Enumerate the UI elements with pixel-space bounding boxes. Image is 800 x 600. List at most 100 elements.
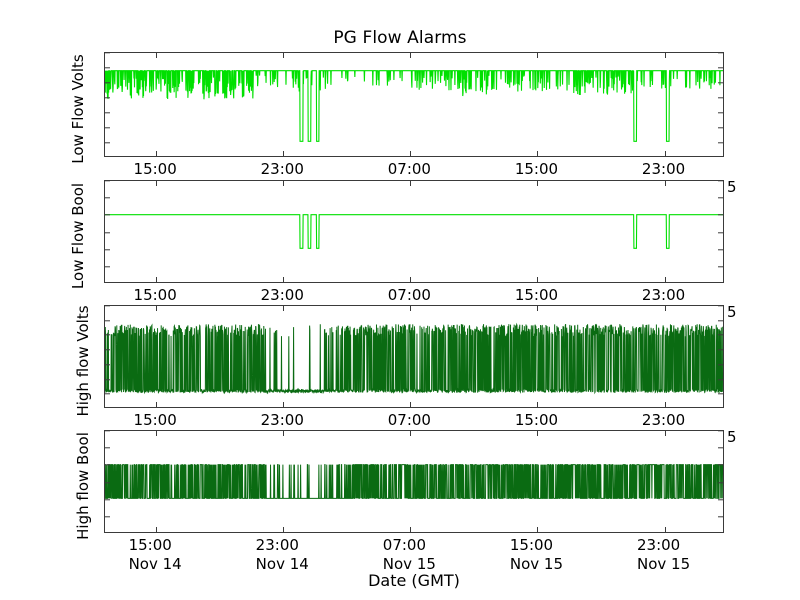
panel-3-trace: [105, 306, 723, 407]
panel-1-xtick-mark: [283, 151, 285, 156]
panel-1-xtick-mark: [664, 151, 666, 156]
panel-2-ytick-mark: [718, 197, 723, 199]
panel-2-right-edge-label: 5: [727, 178, 737, 196]
panel-4-xtick-mark: [156, 527, 158, 532]
panel-2-xtick-mark: [410, 277, 412, 282]
xtick-label: 15:00 Nov 15: [509, 536, 564, 573]
panel-2-xtick-mark: [410, 181, 412, 186]
panel-4-xtick-mark: [283, 527, 285, 532]
panel-3-xtick-mark: [410, 306, 412, 311]
xtick-date: Nov 14: [128, 555, 182, 573]
panel-3-series-line: [105, 324, 723, 392]
panel-4-xtick-mark: [664, 527, 666, 532]
xtick-label: 07:00: [387, 286, 431, 304]
panel-4-ytick-mark: [718, 447, 723, 449]
panel-1-ytick-mark: [718, 53, 723, 54]
panel-4-ytick-mark: [718, 481, 723, 483]
panel-1-xtick-mark: [537, 151, 539, 156]
panel-1-xtick-mark: [283, 53, 285, 58]
panel-3-xtick-mark: [156, 306, 158, 311]
xtick-label: 23:00 Nov 15: [636, 536, 691, 573]
xtick-label: 07:00: [387, 160, 431, 178]
panel-2-xtick-mark: [664, 181, 666, 186]
xtick-label: 23:00: [260, 411, 304, 429]
panel-1-ytick-mark: [105, 67, 110, 69]
panel-2-ytick-mark: [718, 231, 723, 233]
panel-3-high-flow-volts: -10123456: [104, 305, 724, 408]
panel-2-ytick-mark: [105, 266, 110, 268]
panel-2-xtick-mark: [537, 181, 539, 186]
panel-1-xtick-mark: [537, 53, 539, 58]
panel-1-xtick-labels: 15:00 23:00 07:00 15:00 23:00: [104, 160, 724, 180]
panel-1-ytick-mark: [718, 112, 723, 114]
panel-2-xtick-mark: [156, 181, 158, 186]
panel-3-xtick-mark: [664, 306, 666, 311]
panel-4-ytick-mark: [105, 464, 110, 466]
xtick-label: 15:00: [514, 286, 559, 304]
panel-4-ytick-mark: [105, 516, 110, 518]
panel-1-ytick-mark: [718, 82, 723, 84]
panel-4-ytick-mark: [105, 481, 110, 483]
panel-2-xtick-mark: [156, 277, 158, 282]
panel-1-ytick-mark: [105, 112, 110, 114]
panel-4-high-flow-bool: -1.0-0.50.00.51.01.52.0: [104, 430, 724, 533]
panel-2-xtick-mark: [664, 277, 666, 282]
xtick-label: 23:00: [260, 160, 304, 178]
panel-1-ytick-mark: [718, 97, 723, 99]
panel-3-ytick-mark: [718, 378, 723, 380]
panel-3-ytick-mark: [105, 393, 110, 395]
panel-1-xtick-mark: [410, 53, 412, 58]
chart-title: PG Flow Alarms: [333, 28, 467, 48]
panel-3-xtick-labels: 15:00 23:00 07:00 15:00 23:00: [104, 411, 724, 431]
panel-3-ytick-mark: [718, 349, 723, 351]
panel-4-xtick-mark: [283, 431, 285, 436]
panel-3-xtick-mark: [537, 306, 539, 311]
panel-3-ytick-mark: [718, 393, 723, 395]
xtick-label: 15:00: [133, 411, 177, 429]
panel-2-ytick-mark: [105, 231, 110, 233]
panel-3-xtick-mark: [283, 402, 285, 407]
x-axis-title: Date (GMT): [368, 571, 460, 590]
panel-1-xtick-mark: [664, 53, 666, 58]
panel-4-ytick-mark: [718, 498, 723, 500]
panel-1-xtick-mark: [156, 53, 158, 58]
panel-3-ytick-mark: [105, 378, 110, 380]
panel-3-ytick-mark: [105, 320, 110, 322]
panel-2-ytick-mark: [718, 181, 723, 182]
panel-3-ytick-mark: [718, 364, 723, 366]
panel-1-ytick-mark: [718, 127, 723, 129]
xtick-label: 15:00 Nov 14: [128, 536, 182, 573]
xtick-date: Nov 15: [509, 555, 564, 573]
panel-3-ytick-mark: [718, 306, 723, 307]
panel-4-xtick-labels: 15:00 Nov 14 23:00 Nov 14 07:00 Nov 15 15:00 No…: [104, 536, 724, 573]
panel-1-ytick-mark: [105, 53, 110, 54]
panel-1-trace: [105, 53, 723, 156]
panel-4-xtick-mark: [664, 431, 666, 436]
xtick-date: Nov 15: [636, 555, 691, 573]
xtick-label: 15:00: [514, 160, 559, 178]
panel-4-xtick-mark: [410, 431, 412, 436]
panel-2-low-flow-bool: -1.0-0.50.00.51.01.52.0: [104, 180, 724, 283]
panel-4-ylabel: High flow Bool: [74, 432, 92, 540]
panel-4-xtick-mark: [156, 431, 158, 436]
panel-4-ytick-mark: [718, 464, 723, 466]
xtick-date: Nov 14: [255, 555, 309, 573]
panel-2-ytick-mark: [105, 248, 110, 250]
panel-1-ytick-mark: [105, 97, 110, 99]
xtick-label: 07:00: [387, 411, 431, 429]
panel-1-low-flow-volts: -10123456: [104, 52, 724, 157]
panel-4-ytick-mark: [105, 431, 110, 432]
xtick-date: Nov 15: [382, 555, 436, 573]
panel-1-ytick-mark: [718, 142, 723, 144]
panel-4-ytick-mark: [105, 498, 110, 500]
xtick-label: 15:00: [133, 286, 177, 304]
panel-2-ytick-mark: [105, 214, 110, 216]
panel-2-xtick-mark: [283, 181, 285, 186]
panel-3-xtick-mark: [537, 402, 539, 407]
panel-3-ytick-mark: [105, 334, 110, 336]
panel-4-series-line: [105, 465, 723, 499]
panel-4-xtick-mark: [410, 527, 412, 532]
panel-3-ytick-mark: [105, 349, 110, 351]
panel-1-xtick-mark: [156, 151, 158, 156]
panel-4-right-edge-label: 5: [727, 428, 737, 446]
